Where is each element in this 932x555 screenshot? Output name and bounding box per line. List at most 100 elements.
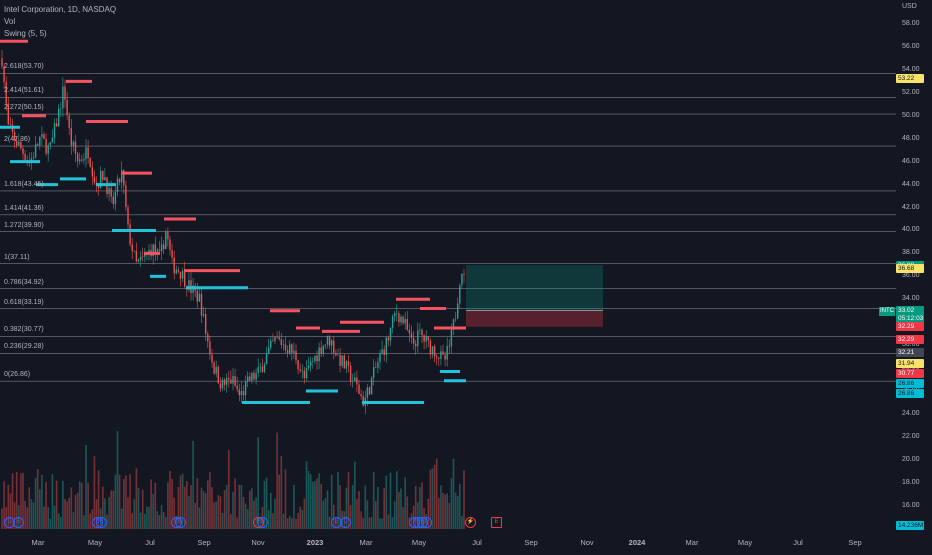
volume-bar — [104, 498, 106, 529]
chart-area[interactable]: Intel Corporation, 1D, NASDAQ Vol Swing … — [0, 0, 896, 550]
volume-bar — [45, 481, 47, 529]
volume-bar — [215, 501, 217, 529]
candle-body — [108, 188, 110, 194]
volume-bar — [291, 517, 293, 529]
candle-body — [419, 329, 421, 331]
chart-legend: Intel Corporation, 1D, NASDAQ Vol Swing … — [4, 4, 116, 40]
volume-bar — [66, 501, 68, 529]
candle-body — [167, 231, 169, 240]
candle-body — [66, 99, 68, 116]
volume-bar — [381, 518, 383, 529]
volume-bar — [267, 509, 270, 529]
volume-bar — [72, 512, 75, 529]
candle-body — [3, 66, 5, 82]
volume-bar — [431, 468, 434, 529]
candle-body — [249, 376, 251, 381]
volume-bar — [316, 478, 318, 529]
volume-bar — [200, 487, 203, 529]
time-axis-label: Nov — [580, 538, 594, 547]
candle-body — [328, 336, 331, 346]
dividend-event-icon[interactable]: E — [13, 517, 24, 528]
volume-bar — [419, 486, 421, 529]
price-axis-tag: 53.22 — [896, 74, 924, 84]
price-chart[interactable] — [0, 0, 896, 550]
volume-bar — [144, 513, 146, 529]
price-tick-label: 30.00 — [902, 341, 920, 349]
fib-level-label: 1.618(43.45) — [4, 180, 44, 188]
volume-bar — [198, 507, 201, 529]
fib-level-label: 0.236(29.28) — [4, 343, 44, 351]
volume-bar — [207, 480, 209, 529]
price-tick-label: 46.00 — [902, 157, 920, 165]
volume-bar — [11, 473, 14, 529]
candle-body — [436, 356, 438, 358]
volume-bar — [435, 458, 438, 529]
candle-body — [335, 353, 337, 356]
volume-bar — [322, 500, 325, 529]
candle-body — [219, 383, 222, 389]
volume-bar — [131, 513, 133, 529]
volume-bar — [328, 516, 331, 529]
dividend-event-icon[interactable]: D — [175, 517, 186, 528]
volume-bar — [22, 472, 24, 529]
dividend-event-icon[interactable]: D — [340, 517, 351, 528]
candle-body — [169, 239, 171, 251]
volume-bar — [76, 492, 79, 529]
candle-body — [450, 330, 453, 347]
candle-body — [127, 206, 129, 225]
volume-bar — [463, 470, 465, 529]
candle-body — [209, 341, 211, 355]
dividend-event-icon[interactable]: E — [96, 517, 107, 528]
volume-bar — [393, 501, 396, 529]
price-tick-label: 54.00 — [902, 65, 920, 73]
volume-bar — [177, 487, 180, 529]
volume-bar — [263, 480, 266, 529]
candle-body — [79, 159, 81, 162]
volume-bar — [39, 489, 41, 529]
candle-body — [383, 349, 385, 355]
volume-bar — [354, 461, 356, 529]
volume-bar — [251, 488, 253, 529]
fib-level-label: 2(47.36) — [4, 136, 31, 144]
dividend-event-icon[interactable]: D — [421, 517, 432, 528]
candle-body — [349, 365, 352, 382]
candle-body — [152, 244, 154, 257]
volume-bar — [438, 497, 440, 529]
dividend-event-icon[interactable]: D — [257, 517, 268, 528]
candle-body — [97, 185, 100, 188]
volume-bar — [160, 505, 163, 529]
split-event-icon[interactable]: ⚡ — [465, 517, 476, 528]
volume-bar — [286, 518, 289, 529]
time-axis-label: Sep — [524, 538, 538, 547]
volume-bar — [162, 511, 165, 529]
volume-bar — [400, 488, 402, 529]
candle-body — [135, 250, 138, 262]
price-axis-tag: 31.94 — [896, 359, 924, 368]
volume-bar — [125, 475, 127, 529]
candle-body — [421, 329, 423, 336]
swing-indicator-label[interactable]: Swing (5, 5) — [4, 29, 47, 38]
volume-bar — [402, 507, 404, 529]
volume-indicator-label[interactable]: Vol — [4, 17, 16, 26]
price-axis[interactable]: USD 58.00 56.00 54.00 52.00 50.00 48.00 46.00 4… — [896, 0, 932, 550]
candle-body — [326, 336, 329, 345]
candle-body — [9, 124, 12, 126]
volume-bar — [108, 497, 110, 529]
volume-bar — [356, 498, 358, 529]
candle-body — [404, 318, 406, 324]
price-axis-tag: 36.68 — [896, 264, 924, 274]
volume-bar — [366, 500, 369, 529]
candle-body — [320, 347, 322, 354]
candle-body — [284, 344, 287, 350]
volume-bar — [347, 472, 350, 529]
fib-level-label: 0.382(30.77) — [4, 326, 44, 334]
time-axis-label: May — [411, 538, 427, 547]
volume-bar — [276, 432, 278, 529]
symbol-title[interactable]: Intel Corporation, 1D, NASDAQ — [4, 5, 117, 14]
volume-bar — [95, 499, 98, 529]
earnings-event-icon[interactable]: E — [491, 517, 502, 528]
price-tick-label: 50.00 — [902, 111, 920, 119]
volume-bar — [223, 490, 226, 529]
volume-bar — [228, 450, 230, 529]
candle-body — [62, 86, 64, 109]
